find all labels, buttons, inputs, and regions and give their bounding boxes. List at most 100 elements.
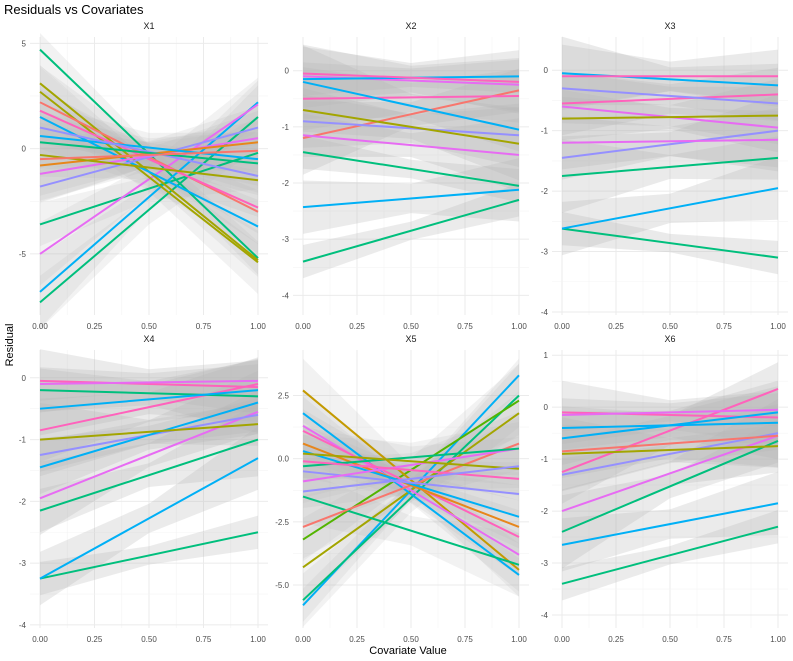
confidence-band <box>40 358 258 436</box>
series-line <box>561 411 779 440</box>
series-line <box>39 103 259 255</box>
x-tick-label: 0.25 <box>608 635 624 644</box>
series-line <box>561 87 779 105</box>
series-line <box>561 434 779 453</box>
confidence-band <box>40 390 258 535</box>
confidence-band <box>562 386 778 460</box>
y-tick-label: -3 <box>541 559 549 568</box>
series-line <box>39 141 259 165</box>
y-tick-label: -4 <box>541 308 549 317</box>
x-tick-label: 1.00 <box>511 322 527 331</box>
confidence-band <box>303 363 519 562</box>
facet-title: X2 <box>405 21 416 31</box>
series-line <box>39 153 259 182</box>
y-tick-label: -5.0 <box>275 581 289 590</box>
series-line <box>302 109 520 145</box>
x-tick-label: 0.75 <box>196 635 212 644</box>
panel-x5: X5 2.5 0.0 -2.5 -5.0 0.00 0.25 0.50 0.75 1.00 <box>275 334 529 644</box>
series-line <box>302 460 520 480</box>
series-line <box>561 432 779 476</box>
series-line <box>39 134 259 161</box>
confidence-band <box>303 421 519 498</box>
facet-title: X5 <box>405 334 416 344</box>
y-tick-label: -4 <box>19 621 27 630</box>
x-tick-label: 0.75 <box>457 322 473 331</box>
facet-title: X4 <box>143 334 154 344</box>
series-line <box>39 149 259 161</box>
series-line <box>39 126 259 188</box>
x-tick-label: 1.00 <box>770 322 786 331</box>
confidence-band <box>562 471 778 572</box>
series-line <box>302 89 520 140</box>
y-tick-label: -2 <box>541 187 549 196</box>
series-line <box>39 109 259 209</box>
y-tick-label: 0 <box>285 67 290 76</box>
confidence-band <box>562 399 778 533</box>
confidence-band <box>40 359 258 433</box>
series-line <box>302 465 520 493</box>
series-line <box>302 412 520 576</box>
series-line <box>302 442 520 528</box>
x-tick-label: 0.75 <box>716 635 732 644</box>
series-line <box>302 450 520 518</box>
x-tick-label: 0.25 <box>87 322 103 331</box>
x-tick-label: 0.00 <box>32 322 48 331</box>
confidence-band <box>562 108 778 172</box>
y-tick-label: 1 <box>544 351 549 360</box>
y-tick-label: -2 <box>282 179 290 188</box>
series-line <box>39 531 259 580</box>
y-tick-label: -5 <box>19 250 27 259</box>
y-axis-label: Residual <box>4 324 16 367</box>
series-line <box>302 447 520 483</box>
x-tick-label: 0.75 <box>716 322 732 331</box>
chart-title: Residuals vs Covariates <box>4 2 144 17</box>
series-line <box>39 423 259 441</box>
series-line <box>302 389 520 571</box>
x-tick-label: 1.00 <box>770 635 786 644</box>
y-tick-label: 0 <box>22 145 27 154</box>
series-line <box>561 72 779 87</box>
x-tick-label: 0.25 <box>349 322 365 331</box>
y-tick-label: 0 <box>22 374 27 383</box>
series-line <box>302 80 520 131</box>
y-tick-label: -4 <box>282 291 290 300</box>
panel-x6: X6 1 0 -1 -2 -3 -4 0.00 0.25 0.50 0.75 1.00 <box>541 334 788 644</box>
series-line <box>302 424 520 556</box>
x-tick-label: 0.50 <box>141 635 157 644</box>
confidence-band <box>303 113 519 192</box>
y-tick-label: -2 <box>541 507 549 516</box>
confidence-band <box>562 404 778 478</box>
y-tick-label: 5 <box>22 39 27 48</box>
y-tick-label: 0.0 <box>278 455 290 464</box>
panel-x3: X3 0 -1 -2 -3 -4 0.00 0.25 0.50 0.75 1.00 <box>541 21 788 331</box>
series-line <box>39 438 259 512</box>
series-line <box>39 116 259 304</box>
panel-x1: X1 5 0 -5 0.00 0.25 0.50 0.75 1.00 <box>19 21 268 331</box>
confidence-band <box>303 469 519 597</box>
x-tick-label: 0.50 <box>662 322 678 331</box>
confidence-band <box>40 426 258 606</box>
y-tick-label: -1 <box>541 455 549 464</box>
series-line <box>302 120 520 137</box>
confidence-band <box>562 380 778 465</box>
y-tick-label: -4 <box>541 611 549 620</box>
y-tick-label: -3 <box>282 235 290 244</box>
series-line <box>561 440 779 533</box>
confidence-band <box>303 358 519 597</box>
confidence-band <box>40 65 258 234</box>
series-line <box>561 114 779 120</box>
series-line <box>302 452 520 470</box>
series-line <box>302 495 520 566</box>
x-tick-label: 1.00 <box>250 635 266 644</box>
facet-title: X3 <box>664 21 675 31</box>
series-line <box>561 156 779 177</box>
facet-title: X1 <box>143 21 154 31</box>
series-line <box>561 93 779 105</box>
y-tick-label: -1 <box>282 123 290 132</box>
x-tick-label: 0.00 <box>32 635 48 644</box>
x-tick-label: 0.25 <box>608 322 624 331</box>
x-tick-label: 0.50 <box>141 322 157 331</box>
series-line <box>302 151 520 187</box>
